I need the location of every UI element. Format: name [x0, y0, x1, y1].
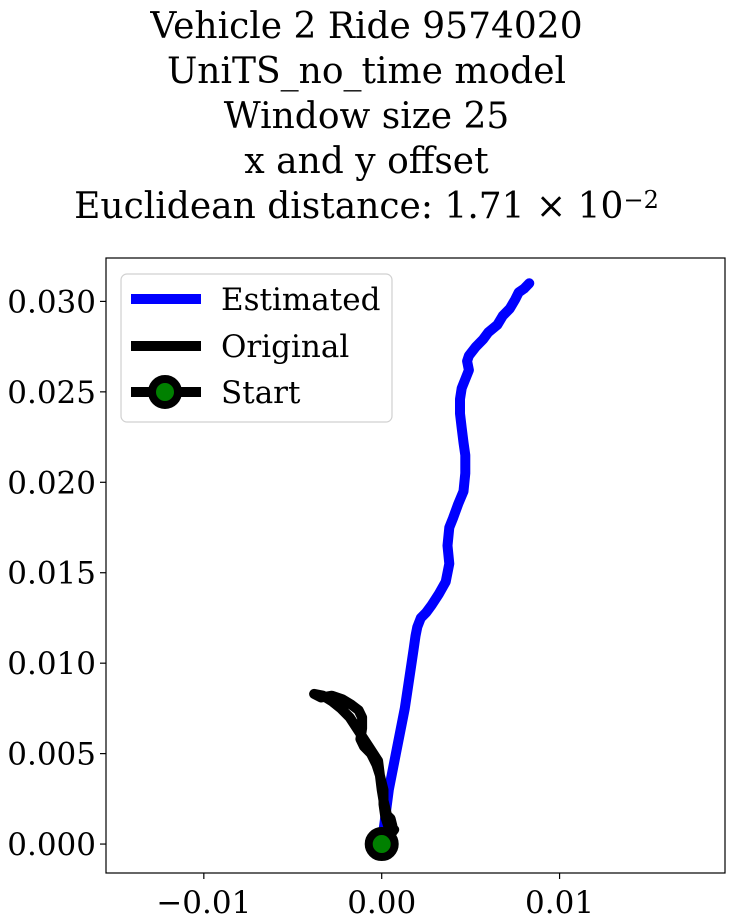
- y-tick-label: 0.030: [7, 284, 96, 320]
- legend-box: [120, 273, 393, 423]
- series-line-original: [309, 688, 400, 850]
- title-line-3: Window size 25: [223, 96, 510, 137]
- distance-label: Euclidean distance: 1.71 × 10: [74, 186, 624, 227]
- y-tick-label: 0.005: [7, 737, 96, 773]
- chart-title: Vehicle 2 Ride 9574020 UniTS_no_time mod…: [0, 4, 733, 229]
- axis-ticks: −0.01 0.00 0.01 0.000 0.005 0.010 0.015 0.020 0.…: [7, 284, 594, 921]
- title-line-2: UniTS_no_time model: [166, 51, 567, 92]
- legend-label-original: Original: [221, 329, 349, 365]
- title-line-5: Euclidean distance: 1.71 × 10−2: [0, 184, 733, 229]
- series-line-estimated: [376, 278, 535, 850]
- x-tick-label: −0.01: [156, 885, 251, 921]
- legend-start-marker: [148, 375, 182, 409]
- y-tick-label: 0.020: [7, 465, 96, 501]
- legend: Estimated Original Start: [120, 273, 393, 423]
- x-tick-label: 0.00: [347, 885, 416, 921]
- x-tick-label: 0.01: [525, 885, 594, 921]
- distance-exponent: −2: [623, 186, 659, 214]
- plot-area-frame: [105, 257, 726, 874]
- y-tick-label: 0.000: [7, 827, 96, 863]
- legend-label-estimated: Estimated: [221, 282, 380, 318]
- y-tick-label: 0.025: [7, 375, 96, 411]
- y-tick-label: 0.010: [7, 646, 96, 682]
- series-layer: [309, 278, 535, 862]
- title-line-1: Vehicle 2 Ride 9574020: [150, 6, 583, 47]
- legend-label-start: Start: [221, 375, 301, 411]
- start-marker: [364, 827, 399, 862]
- y-tick-label: 0.015: [7, 556, 96, 592]
- title-line-4: x and y offset: [244, 141, 489, 182]
